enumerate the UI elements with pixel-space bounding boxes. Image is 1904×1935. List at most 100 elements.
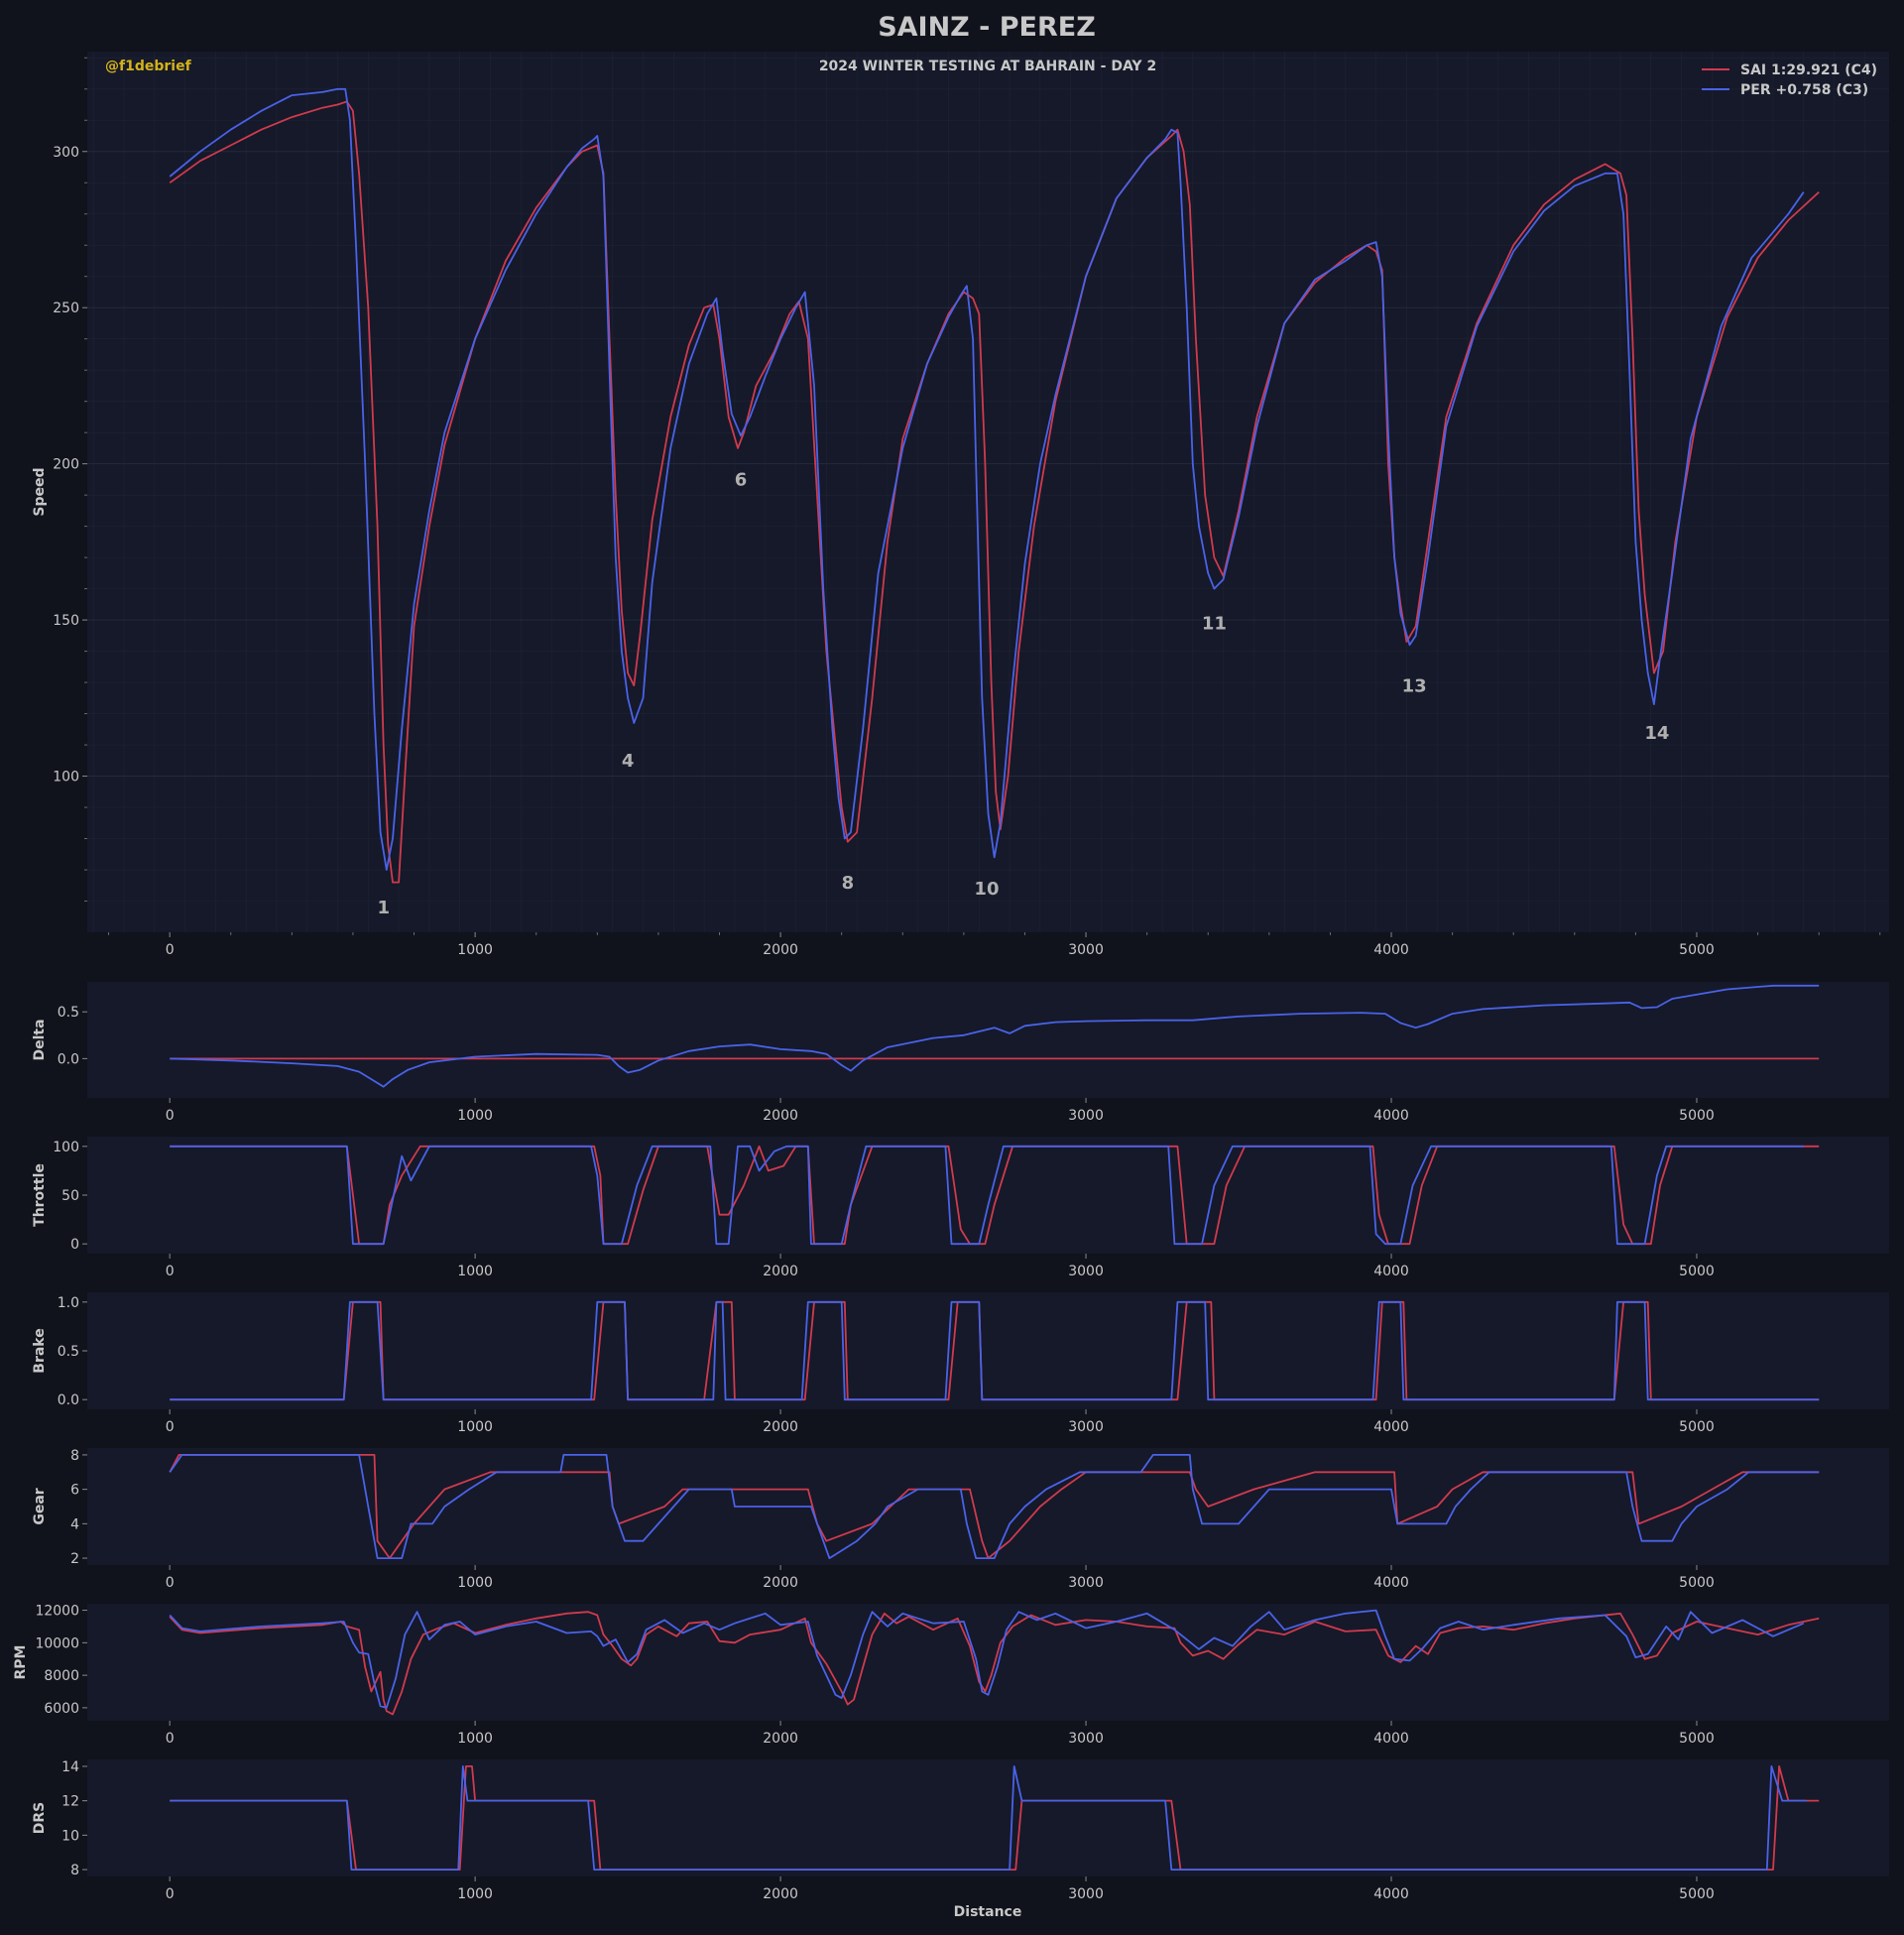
throttle-y-axis-label: Throttle (32, 1163, 48, 1227)
x-tick-label: 1000 (457, 1575, 493, 1591)
rpm-series-per (169, 1609, 1805, 1709)
x-tick-label: 3000 (1068, 1419, 1104, 1435)
gear-y-axis-label: Gear (32, 1488, 48, 1524)
x-tick-label: 1000 (457, 1419, 493, 1435)
x-tick-label: 3000 (1068, 942, 1104, 958)
y-tick-label: 0.0 (58, 1392, 79, 1408)
x-tick-label: 5000 (1679, 1419, 1715, 1435)
y-tick-label: 10000 (35, 1635, 79, 1651)
x-tick-label: 2000 (763, 1419, 798, 1435)
x-tick-label: 4000 (1373, 1419, 1409, 1435)
y-tick-label: 100 (53, 1140, 79, 1155)
y-tick-label: 8 (70, 1863, 79, 1878)
brake-y-axis-label: Brake (32, 1328, 48, 1373)
panel-rpm: 6000 8000 10000 12000 0 1000 2000 3000 4000 5000 R… (13, 1604, 1889, 1747)
legend-label-sai: SAI 1:29.921 (C4) (1740, 62, 1877, 78)
x-tick-label: 3000 (1068, 1731, 1104, 1747)
corner-label: 10 (974, 879, 999, 900)
corner-label: 8 (842, 873, 855, 894)
y-tick-label: 10 (61, 1828, 79, 1844)
x-tick-label: 1000 (457, 1108, 493, 1124)
x-tick-label: 2000 (763, 1575, 798, 1591)
delta-y-axis-label: Delta (32, 1019, 48, 1060)
x-tick-label: 4000 (1373, 1264, 1409, 1279)
rpm-plot-area (87, 1604, 1889, 1721)
x-axis-label: Distance (954, 1904, 1022, 1920)
delta-series-per (170, 984, 1820, 1088)
x-tick-label: 3000 (1068, 1264, 1104, 1279)
gear-plot-area (87, 1448, 1889, 1565)
x-tick-label: 1000 (457, 942, 493, 958)
y-tick-label: 8 (70, 1448, 79, 1464)
x-tick-label: 0 (166, 1264, 175, 1279)
watermark: @f1debrief (105, 59, 192, 74)
rpm-series-sai (169, 1611, 1820, 1716)
x-tick-label: 0 (166, 1108, 175, 1124)
legend-label-per: PER +0.758 (C3) (1740, 82, 1868, 98)
x-tick-label: 2000 (763, 1264, 798, 1279)
x-tick-label: 0 (166, 1731, 175, 1747)
x-tick-label: 3000 (1068, 1886, 1104, 1902)
x-tick-label: 4000 (1373, 1886, 1409, 1902)
drs-plot-area (87, 1759, 1889, 1876)
speed-y-axis-label: Speed (32, 467, 48, 516)
corner-label: 13 (1402, 676, 1427, 697)
y-tick-label: 0.0 (58, 1051, 79, 1067)
y-tick-label: 6 (70, 1483, 79, 1499)
x-tick-label: 5000 (1679, 1108, 1715, 1124)
y-tick-label: 0 (70, 1237, 79, 1253)
panel-drs: 8 10 12 14 0 1000 2000 3000 4000 5000 DRS (32, 1759, 1889, 1902)
panel-brake: 0.0 0.5 1.0 0 1000 2000 3000 4000 5000 Brake (32, 1292, 1889, 1435)
x-tick-label: 4000 (1373, 1731, 1409, 1747)
y-tick-label: 0.5 (58, 1344, 79, 1360)
x-tick-label: 4000 (1373, 1575, 1409, 1591)
x-tick-label: 5000 (1679, 1886, 1715, 1902)
panel-gear: 2 4 6 8 0 1000 2000 3000 4000 5000 Gear (32, 1448, 1889, 1591)
x-tick-label: 2000 (763, 1731, 798, 1747)
y-tick-label: 6000 (44, 1701, 79, 1717)
corner-label: 6 (735, 470, 748, 491)
y-tick-label: 4 (70, 1516, 79, 1532)
x-tick-label: 1000 (457, 1731, 493, 1747)
x-tick-label: 1000 (457, 1264, 493, 1279)
figure-title: SAINZ - PEREZ (878, 12, 1096, 43)
drs-series-per (170, 1765, 1807, 1871)
x-tick-label: 2000 (763, 1886, 798, 1902)
y-tick-label: 100 (53, 770, 79, 786)
x-tick-label: 4000 (1373, 1108, 1409, 1124)
chart-subtitle: 2024 WINTER TESTING AT BAHRAIN - DAY 2 (819, 59, 1156, 74)
drs-y-axis-label: DRS (32, 1802, 48, 1834)
gear-series-sai (169, 1454, 1820, 1559)
y-tick-label: 250 (53, 301, 79, 316)
throttle-series-sai (170, 1145, 1820, 1246)
corner-label: 11 (1202, 614, 1227, 635)
y-tick-label: 12 (61, 1794, 79, 1810)
x-tick-label: 3000 (1068, 1108, 1104, 1124)
y-tick-label: 14 (61, 1759, 79, 1775)
x-tick-label: 2000 (763, 942, 798, 958)
x-tick-label: 2000 (763, 1108, 798, 1124)
speed-plot-area (87, 52, 1889, 932)
x-tick-label: 5000 (1679, 1264, 1715, 1279)
x-tick-label: 0 (166, 1886, 175, 1902)
y-tick-label: 300 (53, 145, 79, 161)
x-tick-label: 1000 (457, 1886, 493, 1902)
panel-delta: 0.0 0.5 0 1000 2000 3000 4000 5000 Delta (32, 982, 1889, 1124)
y-tick-label: 8000 (44, 1668, 79, 1684)
y-tick-label: 2 (70, 1551, 79, 1567)
x-tick-label: 0 (166, 942, 175, 958)
y-tick-label: 150 (53, 613, 79, 629)
x-tick-label: 0 (166, 1575, 175, 1591)
y-tick-label: 0.5 (58, 1005, 79, 1021)
y-tick-label: 12000 (35, 1604, 79, 1620)
x-tick-label: 3000 (1068, 1575, 1104, 1591)
x-tick-label: 5000 (1679, 1731, 1715, 1747)
gear-series-per (169, 1454, 1820, 1559)
corner-label: 4 (622, 751, 635, 772)
y-tick-label: 50 (61, 1188, 79, 1204)
x-tick-label: 5000 (1679, 1575, 1715, 1591)
x-tick-label: 5000 (1679, 942, 1715, 958)
